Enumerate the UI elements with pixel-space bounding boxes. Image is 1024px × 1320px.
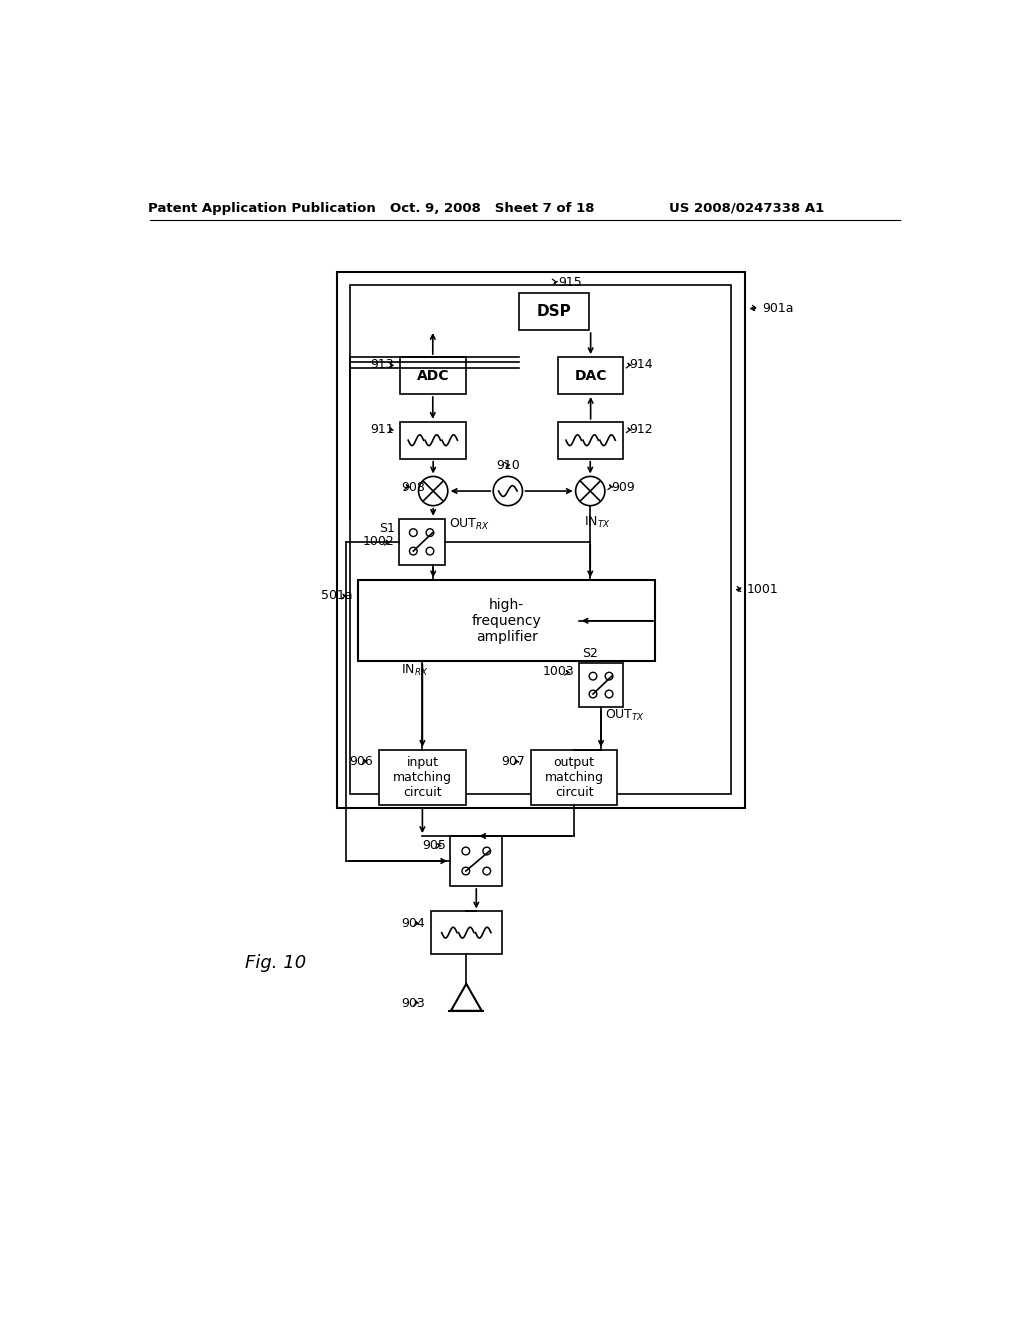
Text: 910: 910	[496, 459, 520, 473]
Text: high-
frequency
amplifier: high- frequency amplifier	[472, 598, 542, 644]
Bar	[558, 422, 624, 459]
Text: ADC: ADC	[417, 368, 450, 383]
Text: DAC: DAC	[574, 368, 607, 383]
Bar	[337, 272, 745, 808]
Bar	[379, 750, 466, 805]
Bar	[400, 422, 466, 459]
Bar	[451, 836, 503, 886]
Text: S1: S1	[379, 521, 394, 535]
Text: Patent Application Publication: Patent Application Publication	[147, 202, 376, 215]
Text: IN$_{TX}$: IN$_{TX}$	[584, 515, 610, 531]
Text: input
matching
circuit: input matching circuit	[393, 756, 452, 799]
Text: 909: 909	[611, 480, 635, 494]
Text: 905: 905	[422, 838, 446, 851]
Text: Oct. 9, 2008   Sheet 7 of 18: Oct. 9, 2008 Sheet 7 of 18	[390, 202, 595, 215]
Text: 1002: 1002	[362, 536, 394, 548]
Bar	[350, 285, 731, 793]
Bar	[531, 750, 617, 805]
Bar	[358, 581, 655, 661]
Text: output
matching
circuit: output matching circuit	[545, 756, 603, 799]
Text: 915: 915	[558, 276, 582, 289]
Bar	[400, 358, 466, 395]
Text: 907: 907	[501, 755, 524, 768]
Bar	[398, 519, 444, 565]
Polygon shape	[451, 983, 481, 1011]
Text: 904: 904	[401, 916, 425, 929]
Text: 908: 908	[401, 480, 426, 494]
Text: IN$_{RX}$: IN$_{RX}$	[400, 663, 428, 678]
Text: OUT$_{RX}$: OUT$_{RX}$	[449, 517, 489, 532]
Text: US 2008/0247338 A1: US 2008/0247338 A1	[669, 202, 824, 215]
Text: S2: S2	[583, 647, 598, 660]
Bar	[579, 663, 624, 708]
Text: 912: 912	[630, 422, 653, 436]
Text: 914: 914	[630, 358, 653, 371]
Text: 903: 903	[401, 997, 425, 1010]
Text: Fig. 10: Fig. 10	[245, 954, 306, 972]
Bar	[519, 293, 589, 330]
Text: OUT$_{TX}$: OUT$_{TX}$	[605, 708, 645, 722]
Bar	[431, 911, 502, 954]
Text: 501a: 501a	[321, 589, 352, 602]
Text: 901a: 901a	[762, 302, 794, 315]
Text: 1001: 1001	[746, 583, 778, 597]
Text: 913: 913	[371, 358, 394, 371]
Text: DSP: DSP	[537, 304, 571, 319]
Text: 1003: 1003	[543, 665, 574, 678]
Bar	[558, 358, 624, 395]
Text: 911: 911	[371, 422, 394, 436]
Text: 906: 906	[349, 755, 373, 768]
